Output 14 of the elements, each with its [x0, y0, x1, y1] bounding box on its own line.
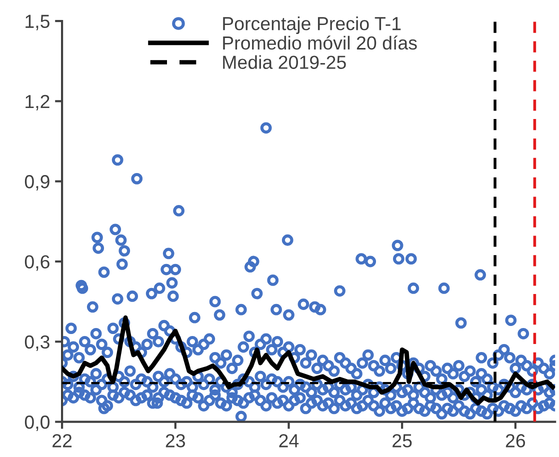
y-tick-label: 1,5	[26, 14, 50, 30]
x-tick-label: 24	[279, 434, 299, 448]
x-tick-label: 25	[392, 434, 412, 448]
y-tick-label: 0,9	[24, 175, 50, 191]
legend-label: Promedio móvil 20 días	[223, 36, 417, 50]
y-tick-label: 0,6	[24, 255, 50, 271]
x-tick-label: 26	[506, 434, 526, 448]
y-tick-label: 1,2	[26, 94, 50, 110]
legend-label: Porcentaje Precio T-1	[223, 16, 401, 34]
legend-label: Media 2019-25	[223, 55, 346, 69]
x-tick-label: 22	[52, 434, 72, 448]
x-tick-label: 23	[166, 434, 185, 448]
y-tick-label: 0,0	[24, 416, 50, 432]
y-tick-label: 0,3	[24, 335, 50, 351]
